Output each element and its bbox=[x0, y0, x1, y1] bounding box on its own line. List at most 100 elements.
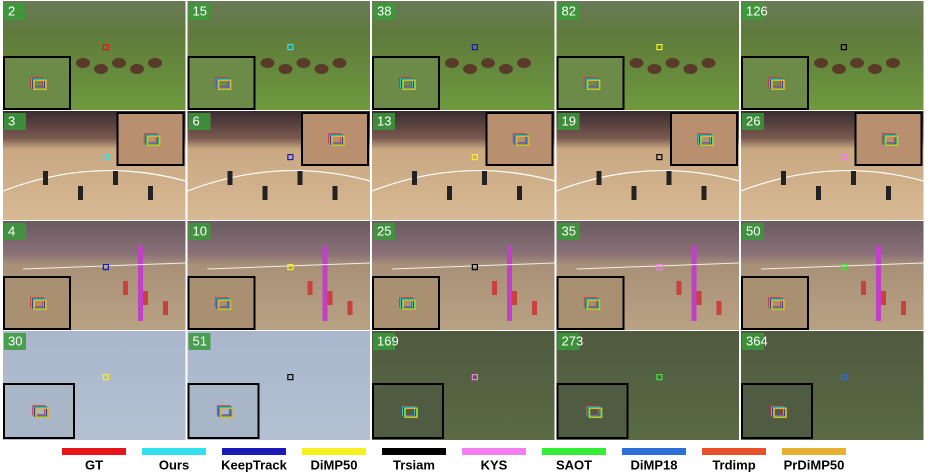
frame-number: 3 bbox=[8, 113, 15, 128]
legend-swatch bbox=[62, 448, 126, 455]
zoom-inset bbox=[189, 384, 259, 438]
player bbox=[148, 58, 162, 68]
frame-number: 6 bbox=[193, 113, 200, 128]
legend-label: Trdimp bbox=[712, 457, 755, 472]
player bbox=[328, 291, 333, 305]
player bbox=[517, 186, 522, 200]
legend-swatch bbox=[622, 448, 686, 455]
player bbox=[901, 301, 906, 315]
zoom-inset bbox=[189, 57, 255, 109]
frame-number: 25 bbox=[377, 223, 391, 238]
player bbox=[697, 291, 702, 305]
legend-swatch bbox=[702, 448, 766, 455]
zoom-inset bbox=[558, 384, 628, 438]
legend-swatch bbox=[302, 448, 366, 455]
player bbox=[348, 301, 353, 315]
player bbox=[94, 64, 108, 74]
player bbox=[832, 64, 846, 74]
player bbox=[702, 58, 716, 68]
player bbox=[816, 186, 821, 200]
frame-number: 35 bbox=[562, 223, 576, 238]
legend-swatch bbox=[542, 448, 606, 455]
legend-label: Ours bbox=[159, 457, 189, 472]
zoom-inset bbox=[487, 113, 553, 165]
player bbox=[814, 58, 828, 68]
player bbox=[76, 58, 90, 68]
player bbox=[597, 171, 602, 185]
player bbox=[308, 281, 313, 295]
legend-label: KeepTrack bbox=[221, 457, 288, 472]
legend-swatch bbox=[222, 448, 286, 455]
player bbox=[517, 58, 531, 68]
zoom-inset bbox=[742, 384, 812, 438]
frame-number: 38 bbox=[377, 3, 391, 18]
player bbox=[163, 301, 168, 315]
zoom-inset bbox=[373, 277, 439, 329]
frame-number: 13 bbox=[377, 113, 391, 128]
frame-number: 82 bbox=[562, 3, 576, 18]
frame-number: 50 bbox=[746, 223, 760, 238]
player bbox=[463, 64, 477, 74]
legend-label: Trsiam bbox=[393, 457, 435, 472]
player bbox=[851, 171, 856, 185]
player bbox=[445, 58, 459, 68]
frame-number: 26 bbox=[746, 113, 760, 128]
player bbox=[717, 301, 722, 315]
player bbox=[868, 64, 882, 74]
frame-number: 364 bbox=[746, 333, 768, 348]
player bbox=[447, 186, 452, 200]
player bbox=[315, 64, 329, 74]
zoom-inset bbox=[373, 57, 439, 109]
legend-label: KYS bbox=[481, 457, 508, 472]
player bbox=[850, 58, 864, 68]
zoom-inset bbox=[742, 57, 808, 109]
frame-number: 126 bbox=[746, 3, 768, 18]
player bbox=[228, 171, 233, 185]
zoom-inset bbox=[558, 277, 624, 329]
player bbox=[781, 171, 786, 185]
player bbox=[333, 186, 338, 200]
player bbox=[881, 291, 886, 305]
player bbox=[648, 64, 662, 74]
player bbox=[298, 171, 303, 185]
player bbox=[492, 281, 497, 295]
frame-number: 169 bbox=[377, 333, 399, 348]
player bbox=[532, 301, 537, 315]
player bbox=[143, 291, 148, 305]
frame-number: 2 bbox=[8, 3, 15, 18]
player bbox=[123, 281, 128, 295]
zoom-inset bbox=[4, 277, 70, 329]
player bbox=[630, 58, 644, 68]
frame-number: 15 bbox=[193, 3, 207, 18]
legend-label: SAOT bbox=[556, 457, 592, 472]
legend-swatch bbox=[142, 448, 206, 455]
player bbox=[43, 171, 48, 185]
player bbox=[481, 58, 495, 68]
frame-number: 51 bbox=[193, 333, 207, 348]
pole bbox=[323, 246, 328, 321]
frame-number: 19 bbox=[562, 113, 576, 128]
player bbox=[297, 58, 311, 68]
player bbox=[702, 186, 707, 200]
zoom-inset bbox=[558, 57, 624, 109]
zoom-inset bbox=[189, 277, 255, 329]
frame-number: 30 bbox=[8, 333, 22, 348]
legend-swatch bbox=[382, 448, 446, 455]
zoom-inset bbox=[4, 57, 70, 109]
player bbox=[499, 64, 513, 74]
pole bbox=[138, 246, 143, 321]
player bbox=[886, 58, 900, 68]
player bbox=[667, 171, 672, 185]
pole bbox=[876, 246, 881, 321]
frame-number: 273 bbox=[562, 333, 584, 348]
player bbox=[412, 171, 417, 185]
player bbox=[333, 58, 347, 68]
legend-label: GT bbox=[85, 457, 103, 472]
player bbox=[263, 186, 268, 200]
player bbox=[279, 64, 293, 74]
pole bbox=[507, 246, 512, 321]
legend-swatch bbox=[782, 448, 846, 455]
frame-number: 10 bbox=[193, 223, 207, 238]
player bbox=[113, 171, 118, 185]
player bbox=[886, 186, 891, 200]
